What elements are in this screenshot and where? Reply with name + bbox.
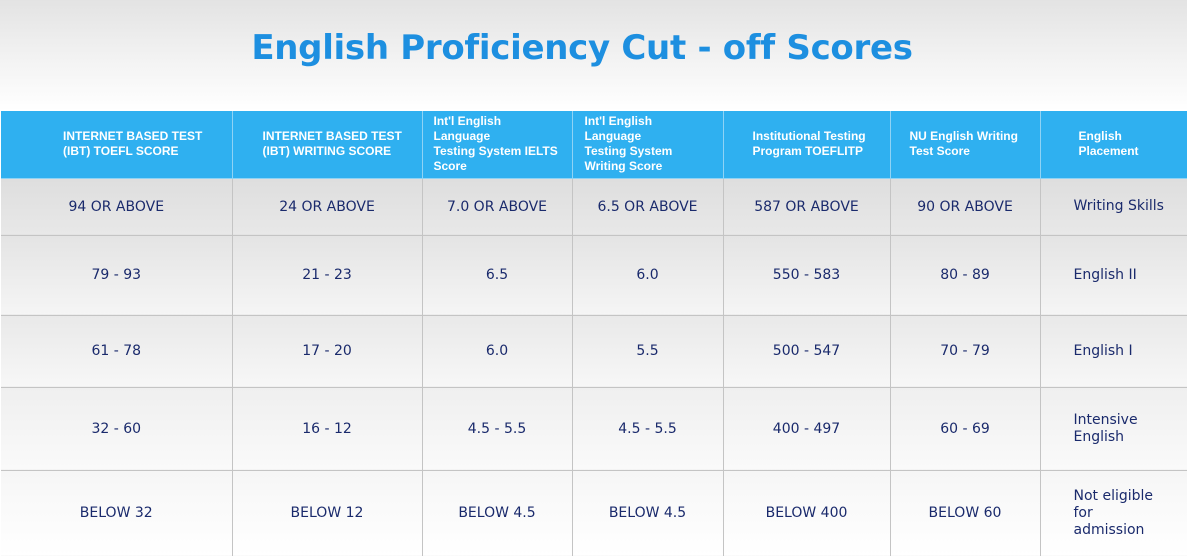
header-ielts-score: Int'l English Language Testing System IE… [421,111,573,179]
table-cell: 6.5 OR ABOVE [571,177,724,236]
table-cell: 400 - 497 [722,386,891,471]
table-cell: 4.5 - 5.5 [571,386,724,471]
title-band: English Proficiency Cut - off Scores [0,0,1187,111]
table-cell: 80 - 89 [889,234,1041,316]
placement-cell: Not eligible for admission [1039,469,1187,556]
table-cell: BELOW 32 [1,469,233,556]
table-cell: BELOW 12 [231,469,423,556]
table-row: 79 - 93 21 - 23 6.5 6.0 550 - 583 80 - 8… [1,234,1187,316]
placement-cell: Writing Skills [1039,177,1187,236]
header-ibt-toefl-score: INTERNET BASED TEST (IBT) TOEFL SCORE [1,111,233,179]
table-cell: 94 OR ABOVE [1,177,233,236]
table-cell: 587 OR ABOVE [722,177,891,236]
table-cell: 61 - 78 [1,314,233,388]
table-cell: 79 - 93 [1,234,233,316]
table-cell: 7.0 OR ABOVE [421,177,573,236]
table-cell: BELOW 4.5 [421,469,573,556]
table-cell: 21 - 23 [231,234,423,316]
table-cell: 4.5 - 5.5 [421,386,573,471]
cutoff-scores-table: INTERNET BASED TEST (IBT) TOEFL SCORE IN… [1,111,1187,556]
table-cell: 90 OR ABOVE [889,177,1041,236]
table-cell: 550 - 583 [722,234,891,316]
placement-cell: English I [1039,314,1187,388]
placement-cell: Intensive English [1039,386,1187,471]
table-row: 94 OR ABOVE 24 OR ABOVE 7.0 OR ABOVE 6.5… [1,177,1187,236]
header-ielts-writing-score: Int'l English Language Testing System Wr… [571,111,724,179]
page-title: English Proficiency Cut - off Scores [251,28,913,68]
table-cell: BELOW 4.5 [571,469,724,556]
table-cell: 5.5 [571,314,724,388]
table-cell: BELOW 60 [889,469,1041,556]
table-cell: 16 - 12 [231,386,423,471]
table-cell: 6.0 [421,314,573,388]
placement-cell: English II [1039,234,1187,316]
header-english-placement: English Placement [1039,111,1187,179]
table-cell: 500 - 547 [722,314,891,388]
table-cell: 60 - 69 [889,386,1041,471]
table-row: 61 - 78 17 - 20 6.0 5.5 500 - 547 70 - 7… [1,314,1187,388]
table-cell: 24 OR ABOVE [231,177,423,236]
table-cell: 70 - 79 [889,314,1041,388]
table-cell: BELOW 400 [722,469,891,556]
header-ibt-writing-score: INTERNET BASED TEST (IBT) WRITING SCORE [231,111,423,179]
table-header-row: INTERNET BASED TEST (IBT) TOEFL SCORE IN… [1,111,1187,179]
table-cell: 17 - 20 [231,314,423,388]
header-nu-english-writing: NU English Writing Test Score [889,111,1041,179]
table-row: 32 - 60 16 - 12 4.5 - 5.5 4.5 - 5.5 400 … [1,386,1187,471]
table-cell: 6.0 [571,234,724,316]
table-cell: 32 - 60 [1,386,233,471]
header-toefl-itp: Institutional Testing Program TOEFLITP [722,111,891,179]
table-row: BELOW 32 BELOW 12 BELOW 4.5 BELOW 4.5 BE… [1,469,1187,556]
table-cell: 6.5 [421,234,573,316]
